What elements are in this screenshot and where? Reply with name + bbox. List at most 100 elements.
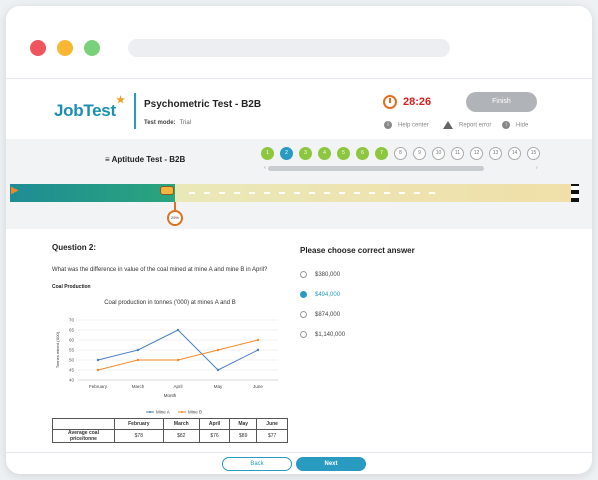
price-table-cell: $89 (229, 429, 258, 443)
legend-label: Mine A (156, 410, 170, 415)
data-point (256, 348, 260, 352)
answer-option-label: $380,000 (315, 272, 341, 279)
series-line-mine-b (97, 339, 259, 371)
question-number-15[interactable]: 15 (527, 147, 540, 160)
radio-button[interactable] (300, 291, 307, 298)
test-mode-value: Trial (179, 120, 192, 126)
browser-chrome (6, 6, 592, 78)
track-dash (294, 192, 300, 194)
x-axis-label: Month (164, 393, 177, 398)
data-point (176, 328, 180, 332)
question-number-6[interactable]: 6 (356, 147, 369, 160)
track-dash (414, 192, 420, 194)
question-number-14[interactable]: 14 (508, 147, 521, 160)
hide-link[interactable]: ↑ Hide (502, 121, 528, 129)
data-point (96, 358, 100, 362)
next-button[interactable]: Next (296, 457, 366, 471)
close-window-button[interactable] (30, 40, 46, 56)
answer-option-label: $874,000 (315, 312, 341, 319)
chart-title: Coal production in tonnes ('000) at mine… (104, 300, 236, 306)
data-point (96, 368, 100, 372)
arrow-up-icon: ↑ (502, 121, 510, 129)
test-mode: Test mode: Trial (144, 120, 191, 126)
track-dash (384, 192, 390, 194)
test-header: JobTest ★ Psychometric Test - B2B Test mo… (6, 79, 592, 139)
track-dash (354, 192, 360, 194)
navigator-scrollbar[interactable]: ‹ › (264, 165, 542, 171)
progress-percent-badge: 29% (167, 210, 183, 226)
scrollbar-thumb[interactable] (268, 166, 484, 171)
y-tick-label: 45 (69, 368, 75, 373)
question-number-1[interactable]: 1 (261, 147, 274, 160)
y-tick-label: 60 (69, 338, 75, 343)
countdown-timer: 28:26 (403, 96, 432, 108)
report-error-label: Report error (459, 122, 492, 129)
y-tick-label: 65 (69, 328, 75, 333)
price-table-header-cell: June (256, 418, 288, 430)
address-bar[interactable] (128, 39, 450, 57)
track-dash (204, 192, 210, 194)
divider (6, 78, 592, 79)
price-table-header-row: February March April May June (52, 418, 288, 430)
price-table-header-cell: February (114, 418, 164, 430)
minimize-window-button[interactable] (57, 40, 73, 56)
question-label: Question 2: (52, 243, 97, 252)
question-number-12[interactable]: 12 (470, 147, 483, 160)
y-axis-label: Tonnes mined ('000) (55, 331, 60, 368)
price-table-cell: $82 (162, 429, 200, 443)
track-dash (279, 192, 285, 194)
test-title: Psychometric Test - B2B (144, 99, 262, 110)
header-divider (134, 93, 136, 129)
question-number-11[interactable]: 11 (451, 147, 464, 160)
back-button[interactable]: Back (222, 457, 292, 471)
info-icon: i (384, 121, 392, 129)
question-number-5[interactable]: 5 (337, 147, 350, 160)
question-number-2[interactable]: 2 (280, 147, 293, 160)
question-number-13[interactable]: 13 (489, 147, 502, 160)
track-dash (429, 192, 435, 194)
warning-icon (443, 121, 453, 129)
price-table-cell: $76 (198, 429, 231, 443)
section-progress-band: ≡ Aptitude Test - B2B 1 2 3 4 5 6 7 8 9 10 11 12 13 1… (6, 139, 592, 229)
question-number-7[interactable]: 7 (375, 147, 388, 160)
data-point (256, 338, 260, 342)
answer-option[interactable]: $1,140,000 (300, 331, 345, 341)
question-number-8[interactable]: 8 (394, 147, 407, 160)
price-table-header-cell (52, 418, 115, 430)
question-number-9[interactable]: 9 (413, 147, 426, 160)
answer-option-label: $1,140,000 (315, 332, 346, 339)
logo-text: JobTest (54, 101, 116, 120)
question-number-3[interactable]: 3 (299, 147, 312, 160)
finish-button[interactable]: Finish (466, 92, 537, 112)
data-point (136, 348, 140, 352)
start-flag-icon: ▶ (11, 185, 19, 196)
scroll-right-icon[interactable]: › (536, 165, 538, 171)
y-tick-label: 40 (69, 378, 75, 383)
question-text: What was the difference in value of the … (52, 267, 268, 273)
radio-button[interactable] (300, 331, 307, 338)
answer-option[interactable]: $380,000 (300, 271, 340, 281)
test-mode-label: Test mode: (144, 120, 176, 126)
report-error-link[interactable]: Report error (443, 121, 491, 129)
maximize-window-button[interactable] (84, 40, 100, 56)
hide-label: Hide (516, 122, 529, 129)
price-table-cell: $77 (256, 429, 288, 443)
legend-marker (149, 411, 151, 413)
price-table-row-label: Average coal price/tonne (52, 429, 115, 443)
section-title: ≡ Aptitude Test - B2B (105, 155, 186, 164)
app-window: JobTest ★ Psychometric Test - B2B Test mo… (6, 6, 592, 474)
x-tick-label: April (173, 384, 182, 389)
radio-button[interactable] (300, 271, 307, 278)
data-point (176, 358, 180, 362)
help-center-link[interactable]: i Help center (384, 121, 429, 129)
price-table-header-cell: April (198, 418, 231, 430)
radio-button[interactable] (300, 311, 307, 318)
question-number-10[interactable]: 10 (432, 147, 445, 160)
y-tick-label: 70 (69, 318, 75, 323)
question-number-4[interactable]: 4 (318, 147, 331, 160)
answer-option[interactable]: $494,000 (300, 291, 340, 301)
scroll-left-icon[interactable]: ‹ (264, 165, 266, 171)
legend-marker (181, 411, 183, 413)
answer-option[interactable]: $874,000 (300, 311, 340, 321)
coal-production-chart: Coal production in tonnes ('000) at mine… (55, 300, 278, 415)
